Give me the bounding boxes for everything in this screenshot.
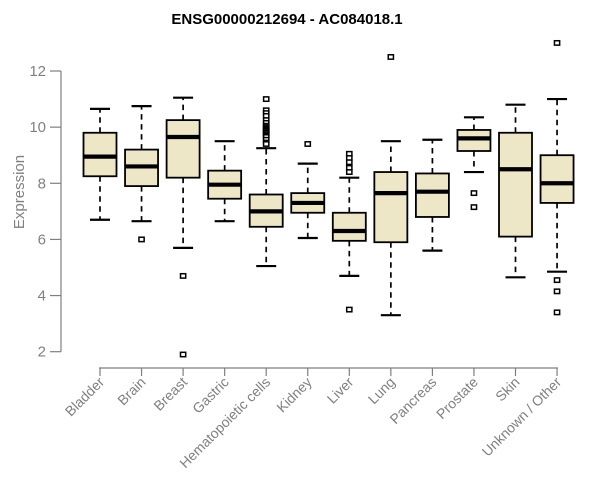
- outlier-point: [304, 141, 312, 147]
- outlier-point: [470, 190, 478, 197]
- outlier-point: [179, 272, 187, 279]
- iqr-box: [373, 171, 409, 244]
- boxplot-hematopoietic-cells: [248, 96, 284, 268]
- iqr-box: [165, 119, 201, 179]
- outlier-point: [553, 39, 561, 46]
- x-tick-label: Bladder: [62, 374, 108, 420]
- boxplot-prostate: [456, 116, 492, 211]
- boxplot-brain: [124, 104, 159, 243]
- outlier-point: [345, 169, 353, 176]
- outlier-point: [345, 306, 353, 313]
- outlier-point: [553, 277, 561, 284]
- boxplot-gastric: [207, 140, 243, 223]
- boxplot-liver: [331, 150, 367, 313]
- iqr-box: [539, 154, 575, 204]
- outlier-point: [387, 54, 395, 60]
- outlier-point: [262, 141, 270, 147]
- x-tick-label: Lung: [365, 374, 398, 407]
- x-tick-label: Liver: [324, 374, 357, 407]
- x-tick-label: Kidney: [273, 374, 315, 416]
- x-tick-label: Skin: [492, 374, 523, 405]
- x-tick-label: Breast: [150, 374, 190, 414]
- chart-title: ENSG00000212694 - AC084018.1: [171, 11, 402, 28]
- boxplot-skin: [498, 103, 533, 279]
- boxplot-kidney: [290, 141, 326, 240]
- iqr-box: [456, 129, 492, 152]
- outlier-point: [553, 288, 561, 295]
- outlier-point: [553, 309, 561, 316]
- boxplot-unknown-other: [539, 39, 575, 316]
- y-axis-label: Expression: [11, 155, 28, 229]
- outlier-point: [138, 236, 145, 243]
- outlier-point: [345, 159, 353, 166]
- outlier-point: [470, 204, 478, 211]
- outlier-point: [262, 96, 270, 103]
- boxplot-lung: [373, 54, 409, 317]
- outlier-point: [179, 351, 187, 358]
- boxplot-breast: [165, 96, 201, 358]
- iqr-box: [82, 131, 118, 178]
- y-tick-label: 8: [38, 175, 46, 192]
- y-axis: 2 4 6 8 10 12: [29, 63, 62, 361]
- iqr-box: [498, 131, 533, 238]
- y-tick-label: 12: [29, 63, 46, 80]
- iqr-box: [331, 211, 367, 242]
- x-tick-label: Brain: [114, 374, 148, 408]
- y-tick-label: 2: [38, 344, 46, 361]
- y-tick-label: 10: [29, 119, 46, 136]
- iqr-box: [414, 172, 450, 218]
- y-tick-label: 6: [38, 231, 46, 248]
- y-tick-label: 4: [38, 288, 46, 305]
- boxplot-bladder: [82, 107, 118, 221]
- x-tick-label: Prostate: [433, 374, 481, 422]
- x-tick-label: Unknown / Other: [479, 374, 565, 460]
- boxplot-pancreas: [414, 138, 450, 252]
